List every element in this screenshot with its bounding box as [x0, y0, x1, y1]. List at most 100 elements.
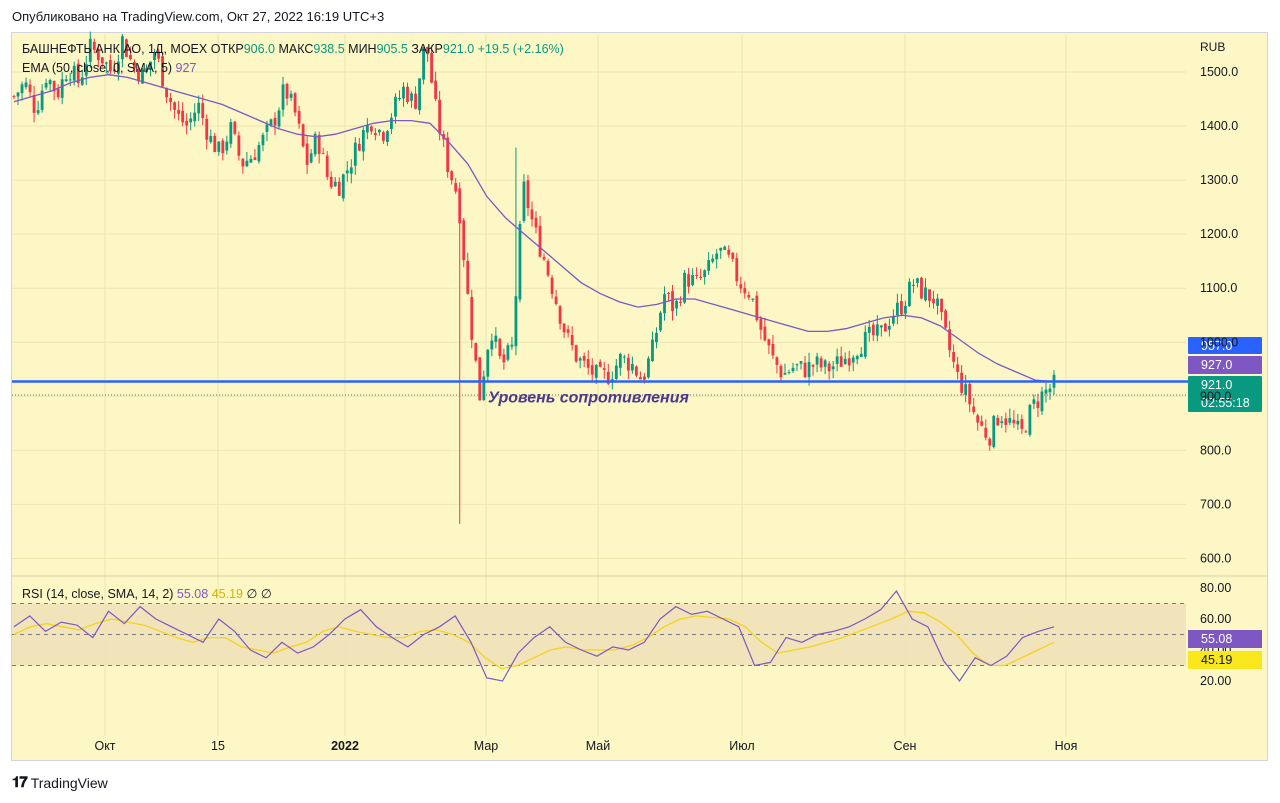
- candle-body: [843, 358, 847, 365]
- candle-body: [727, 249, 731, 255]
- candle-body: [916, 278, 919, 283]
- candle-body: [225, 141, 229, 151]
- candle-body: [751, 298, 755, 300]
- candle-body: [831, 366, 835, 370]
- rsi-ma-tag-text: 45.19: [1201, 653, 1232, 667]
- candle-body: [739, 284, 743, 289]
- candle-body: [265, 124, 269, 132]
- price-tick-label: 600.0: [1200, 551, 1231, 565]
- time-tick-label: Май: [586, 739, 611, 753]
- candle-body: [655, 332, 658, 343]
- rsi-tick-label: 80.00: [1200, 581, 1231, 595]
- candle-body: [80, 77, 84, 85]
- candle-body: [353, 142, 357, 166]
- candle-body: [169, 98, 173, 102]
- candle-body: [988, 438, 992, 446]
- candle-body: [647, 358, 650, 378]
- low-label: МИН: [348, 42, 377, 56]
- candle-body: [618, 353, 622, 368]
- footer-brand: TradingView: [30, 774, 108, 791]
- time-tick-label: Ноя: [1055, 739, 1078, 753]
- candle-body: [1044, 389, 1048, 394]
- candle-body: [1012, 419, 1016, 424]
- candle-body: [446, 137, 450, 173]
- candle-body: [626, 357, 630, 371]
- price-tick-label: 1300.0: [1200, 173, 1238, 187]
- candle-body: [297, 110, 301, 124]
- candle-body: [373, 132, 377, 136]
- candle-body: [305, 143, 309, 165]
- rsi-line: [13, 590, 1055, 683]
- high-value: 938.5: [313, 42, 345, 56]
- candle-body: [578, 358, 582, 361]
- candle-body: [783, 373, 787, 375]
- candle-body: [1016, 420, 1020, 425]
- rsi-title: RSI (14, close, SMA, 14, 2) 55.08 45.19 …: [22, 587, 272, 601]
- candle-body: [1020, 419, 1024, 429]
- candle-body: [767, 339, 771, 346]
- candle-body: [88, 38, 92, 62]
- candle-body: [153, 52, 156, 61]
- candle-body: [490, 340, 494, 350]
- time-axis: Окт 15 2022 Мар Май Июл Сен Ноя: [94, 739, 1077, 753]
- candle-body: [317, 134, 321, 154]
- candle-body: [137, 68, 140, 82]
- candle-body: [365, 124, 369, 133]
- candle-body: [707, 260, 711, 271]
- candle-body: [84, 64, 88, 76]
- candle-body: [815, 356, 819, 365]
- candle-body: [482, 376, 486, 400]
- candle-body: [329, 176, 333, 188]
- candle-body: [875, 324, 879, 336]
- price-tick-label: 1000.0: [1200, 335, 1238, 349]
- candle-body: [771, 343, 775, 356]
- price-tick-label: 700.0: [1200, 497, 1231, 511]
- candle-body: [100, 57, 104, 64]
- candle-body: [253, 157, 257, 160]
- price-tick-label: 1100.0: [1200, 281, 1237, 295]
- candle-body: [976, 415, 980, 423]
- candle-body: [418, 78, 421, 111]
- candle-body: [807, 362, 811, 378]
- candle-body: [586, 359, 590, 368]
- footer: 𝟏𝟕 TradingView: [12, 774, 108, 791]
- ema-legend: EMA (50, close, 0, SMA, 5) 927: [22, 61, 196, 75]
- rsi-ma-tag: [1188, 651, 1262, 669]
- candle-body: [590, 365, 594, 375]
- candle-body: [775, 357, 779, 365]
- candle-body: [891, 316, 895, 324]
- candle-body: [382, 132, 385, 141]
- candle-body: [28, 84, 32, 93]
- candle-body: [125, 39, 128, 57]
- candle-body: [1004, 418, 1008, 425]
- candle-body: [582, 355, 586, 361]
- candle-body: [64, 79, 68, 82]
- candle-body: [165, 87, 168, 98]
- candle-body: [466, 260, 470, 294]
- candle-body: [944, 310, 947, 328]
- countdown-text: 02:55:18: [1201, 396, 1250, 410]
- candle-body: [197, 102, 201, 114]
- price-axis: RUB1500.01400.01300.01200.01100.01000.09…: [1200, 40, 1238, 565]
- candle-body: [723, 246, 727, 250]
- candle-body: [731, 252, 735, 259]
- candle-body: [52, 81, 56, 92]
- candle-body: [229, 122, 233, 144]
- candle-body: [149, 61, 152, 70]
- candle-body: [173, 102, 177, 110]
- candle-body: [779, 365, 783, 378]
- resistance-annotation: Уровень сопротивления: [488, 389, 689, 406]
- candle-body: [630, 364, 634, 371]
- candle-body: [759, 318, 763, 330]
- candle-body: [960, 372, 964, 393]
- candle-body: [357, 143, 361, 151]
- candle-body: [566, 329, 570, 333]
- tradingview-logo-icon: 𝟏𝟕: [12, 774, 28, 791]
- candle-body: [293, 93, 297, 113]
- candle-body: [221, 140, 225, 154]
- candle-body: [952, 352, 956, 362]
- candle-body: [855, 355, 859, 360]
- candle-body: [879, 325, 883, 328]
- candle-body: [763, 326, 767, 341]
